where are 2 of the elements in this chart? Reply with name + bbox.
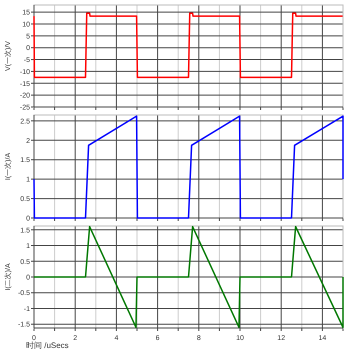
x-axis-title: 时间 /uSecs	[26, 341, 69, 350]
line-series	[33, 115, 344, 219]
